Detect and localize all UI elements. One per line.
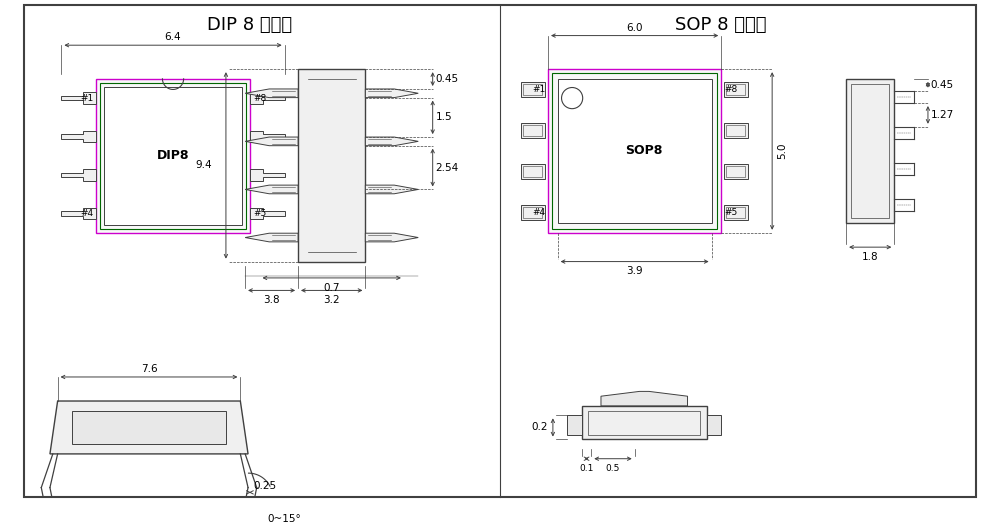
Bar [96, 79, 250, 233]
Text: SOP 8 的尺寸: SOP 8 的尺寸 [675, 16, 767, 34]
Polygon shape [245, 233, 298, 242]
Text: #8: #8 [724, 85, 737, 94]
Text: 5.0: 5.0 [777, 143, 787, 159]
Bar [298, 69, 365, 262]
Bar [521, 205, 545, 219]
Text: 0.45: 0.45 [931, 80, 954, 90]
Polygon shape [365, 185, 418, 194]
Polygon shape [61, 208, 96, 219]
Bar [558, 79, 712, 223]
Bar [724, 164, 748, 179]
Bar [851, 84, 889, 218]
Text: 7.6: 7.6 [141, 364, 157, 374]
Bar [582, 406, 707, 440]
Bar [523, 207, 542, 218]
Polygon shape [61, 131, 96, 143]
Text: 0.45: 0.45 [436, 74, 459, 84]
Bar [523, 125, 542, 136]
Polygon shape [365, 137, 418, 146]
Text: #4: #4 [532, 208, 545, 217]
Text: 3.9: 3.9 [626, 266, 643, 276]
Polygon shape [50, 401, 248, 454]
Text: DIP8: DIP8 [157, 149, 189, 162]
Bar [548, 69, 721, 233]
Circle shape [562, 88, 583, 109]
Bar [846, 79, 894, 223]
Bar [724, 82, 748, 97]
Bar [523, 85, 542, 95]
Bar [707, 416, 721, 435]
Bar [567, 416, 582, 435]
Text: DIP 8 的尺寸: DIP 8 的尺寸 [207, 16, 293, 34]
Polygon shape [250, 92, 285, 104]
Polygon shape [245, 89, 298, 98]
Text: 0.5: 0.5 [606, 464, 620, 472]
Text: 3.2: 3.2 [323, 295, 340, 305]
Text: 0.7: 0.7 [323, 283, 340, 293]
Text: 2.54: 2.54 [436, 162, 459, 173]
Bar [521, 123, 545, 138]
Text: 1.27: 1.27 [931, 110, 954, 120]
Bar [724, 205, 748, 219]
Polygon shape [250, 169, 285, 181]
Bar [104, 87, 242, 225]
Text: #1: #1 [532, 85, 545, 94]
Text: 0.1: 0.1 [579, 464, 594, 472]
Bar [588, 411, 700, 435]
Bar [521, 82, 545, 97]
Text: 0~15°: 0~15° [268, 515, 302, 522]
Text: SOP8: SOP8 [626, 145, 663, 158]
Bar [726, 207, 745, 218]
Bar [726, 85, 745, 95]
Text: 1.5: 1.5 [436, 112, 452, 122]
Text: #5: #5 [724, 208, 737, 217]
Text: 9.4: 9.4 [195, 160, 212, 170]
Bar [521, 164, 545, 179]
Text: 1.8: 1.8 [862, 252, 879, 262]
Polygon shape [365, 233, 418, 242]
Bar [552, 73, 717, 229]
Bar [72, 411, 226, 444]
Text: 6.0: 6.0 [626, 22, 643, 33]
Text: #1: #1 [80, 93, 93, 103]
Text: 3.8: 3.8 [263, 295, 280, 305]
Polygon shape [250, 208, 285, 219]
Bar [523, 166, 542, 177]
Bar [726, 125, 745, 136]
Polygon shape [245, 137, 298, 146]
Text: 6.4: 6.4 [165, 32, 181, 42]
Text: #5: #5 [253, 209, 266, 218]
Bar [724, 123, 748, 138]
Text: #8: #8 [253, 93, 266, 103]
Bar [726, 166, 745, 177]
Polygon shape [250, 131, 285, 143]
Polygon shape [61, 92, 96, 104]
Polygon shape [245, 185, 298, 194]
Polygon shape [601, 392, 688, 406]
Polygon shape [365, 89, 418, 98]
Text: #4: #4 [80, 209, 93, 218]
Text: 0.25: 0.25 [253, 481, 276, 491]
Bar [100, 82, 246, 229]
Polygon shape [61, 169, 96, 181]
Text: 0.2: 0.2 [532, 422, 548, 432]
